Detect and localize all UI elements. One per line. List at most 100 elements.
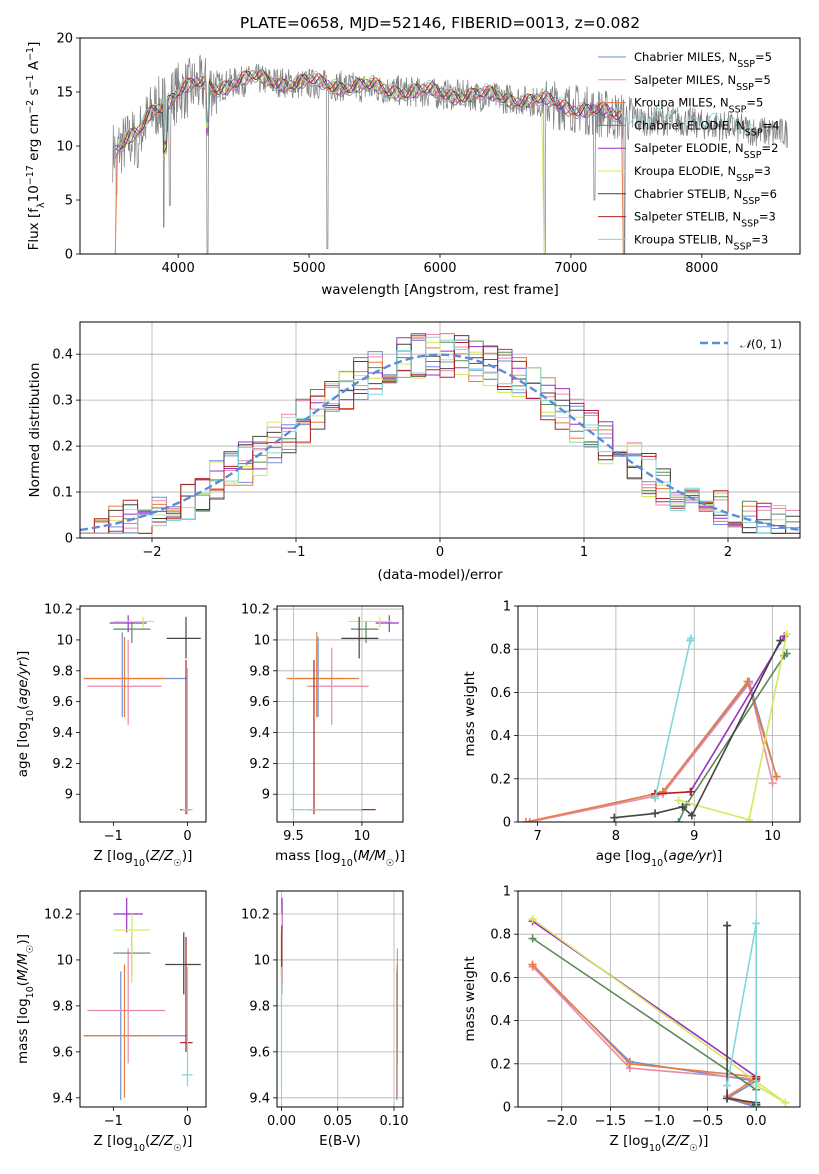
x-tick-label: 0.10 <box>380 1114 409 1129</box>
mass-weight-line <box>529 679 778 822</box>
x-axis-label: wavelength [Angstrom, rest frame] <box>321 282 559 298</box>
y-tick-label: 0 <box>65 248 73 263</box>
y-tick-label: 9.4 <box>52 1091 73 1106</box>
x-tick-label: 10 <box>764 829 781 844</box>
y-tick-label: 9.4 <box>249 726 270 741</box>
y-axis-label: age [log10(age/yr)] <box>15 651 36 777</box>
y-tick-label: 0.4 <box>490 1014 511 1029</box>
y-axis-label: mass weight <box>462 671 478 756</box>
mass-weight-marker <box>528 934 537 943</box>
plot-area <box>83 615 201 815</box>
y-tick-label: 10 <box>56 953 73 968</box>
y-tick-label: 0 <box>503 1101 511 1116</box>
mass-weight-marker <box>687 811 696 820</box>
legend-label: Kroupa MILES, NSSP=5 <box>634 96 763 116</box>
x-axis-label: Z [log10(Z/Z☉)] <box>94 1133 193 1154</box>
mass-weight-marker <box>723 1094 732 1103</box>
axes-frame <box>79 605 207 823</box>
y-tick-label: 9.4 <box>249 1091 270 1106</box>
x-tick-label: 0.05 <box>323 1114 352 1129</box>
mass-weight-marker <box>651 809 660 818</box>
x-tick-label: −1 <box>104 829 123 844</box>
y-tick-label: 9.2 <box>52 757 73 772</box>
mass-weight-line <box>654 638 692 799</box>
y-tick-label: 9.8 <box>52 664 73 679</box>
y-axis-label: mass [log10(M/M☉)] <box>15 934 36 1064</box>
x-tick-label: 7 <box>533 829 541 844</box>
mass-weight-marker <box>776 636 785 645</box>
y-tick-label: 9 <box>262 788 270 803</box>
legend-label: 𝒩(0, 1) <box>740 337 782 351</box>
legend-label: Kroupa ELODIE, NSSP=3 <box>634 164 771 184</box>
y-tick-label: 9.6 <box>249 695 270 710</box>
x-tick-label: −0.5 <box>692 1114 724 1129</box>
mass-weight-line <box>529 681 774 822</box>
plot-area <box>83 897 201 1101</box>
x-tick-label: −1 <box>104 1114 123 1129</box>
x-axis-label: (data-model)/error <box>377 567 503 583</box>
y-tick-label: 10.2 <box>44 603 73 618</box>
y-tick-label: 9.8 <box>249 664 270 679</box>
y-tick-label: 9.6 <box>52 1045 73 1060</box>
y-tick-label: 0 <box>65 532 73 547</box>
y-tick-label: 9.8 <box>249 999 270 1014</box>
x-tick-label: 0.00 <box>267 1114 296 1129</box>
observed-spectrum-line <box>112 54 789 254</box>
mass-weight-marker <box>781 1098 790 1107</box>
y-tick-label: 15 <box>56 86 73 101</box>
x-tick-label: 4000 <box>162 261 195 276</box>
x-tick-label: 0.0 <box>746 1114 767 1129</box>
x-tick-label: 9.5 <box>283 829 304 844</box>
legend-label: Chabrier MILES, NSSP=5 <box>634 50 772 70</box>
y-tick-label: 10.2 <box>241 907 270 922</box>
mass-weight-marker <box>723 921 732 930</box>
residual-histogram-step <box>80 342 800 534</box>
mass-weight-marker <box>745 815 754 822</box>
spectrum-panel: 4000 5000 6000 7000 8000 0 5 10 15 20 wavelength [… <box>25 32 801 298</box>
mass-weight-marker <box>678 802 687 811</box>
y-tick-label: 10 <box>56 140 73 155</box>
x-tick-label: 8000 <box>685 261 718 276</box>
x-tick-label: 10 <box>354 829 371 844</box>
age-vs-metallicity-panel: −1 0 9 9.2 9.4 9.6 9.8 10 10.2 Z [log10(Z/Z☉)] age… <box>15 603 207 869</box>
mass-weight-marker <box>687 787 696 796</box>
x-axis-label: E(B-V) <box>319 1133 361 1149</box>
x-tick-label: −1.5 <box>595 1114 627 1129</box>
mass-weight-marker <box>687 634 696 643</box>
y-tick-label: 0 <box>503 816 511 831</box>
y-tick-label: 5 <box>65 194 73 209</box>
y-tick-label: 10 <box>253 633 270 648</box>
mass-weight-marker <box>610 813 619 822</box>
y-tick-label: 9.2 <box>249 757 270 772</box>
mass-weight-marker <box>521 818 530 822</box>
legend-label: Salpeter MILES, NSSP=5 <box>634 73 771 93</box>
legend-label: Salpeter STELIB, NSSP=3 <box>634 210 776 230</box>
mass-weight-marker <box>768 779 777 788</box>
plot-area <box>286 615 399 815</box>
y-tick-label: 9.8 <box>52 999 73 1014</box>
model-spectrum-line <box>115 70 622 155</box>
x-tick-label: −1.0 <box>643 1114 675 1129</box>
y-tick-label: 9.4 <box>52 726 73 741</box>
mass-weight-marker <box>528 960 537 969</box>
plot-area <box>528 915 790 1107</box>
plot-area <box>80 333 800 534</box>
mass-weight-line <box>677 652 788 822</box>
mass-weight-marker <box>528 915 537 924</box>
model-spectrum-line <box>115 73 623 155</box>
weight-vs-age-panel: 7 8 9 10 0 0.2 0.4 0.6 0.8 1 age [log10(age/yr)] ma… <box>462 600 801 869</box>
legend-label: Chabrier STELIB, NSSP=6 <box>634 187 777 207</box>
model-spectrum-line <box>117 66 761 152</box>
y-tick-label: 1 <box>503 600 511 615</box>
plot-area <box>112 54 789 254</box>
y-tick-label: 1 <box>503 885 511 900</box>
y-tick-label: 9.6 <box>249 1045 270 1060</box>
model-spectrum-line <box>114 69 624 254</box>
mass-weight-marker <box>752 919 761 928</box>
mass-weight-marker <box>674 796 683 805</box>
y-tick-label: 10.2 <box>241 603 270 618</box>
mass-vs-ebv-panel: 0.00 0.05 0.10 9.4 9.6 9.8 10 10.2 E(B-V) <box>241 890 409 1149</box>
axes-frame <box>79 321 801 539</box>
x-tick-label: 0 <box>183 829 191 844</box>
